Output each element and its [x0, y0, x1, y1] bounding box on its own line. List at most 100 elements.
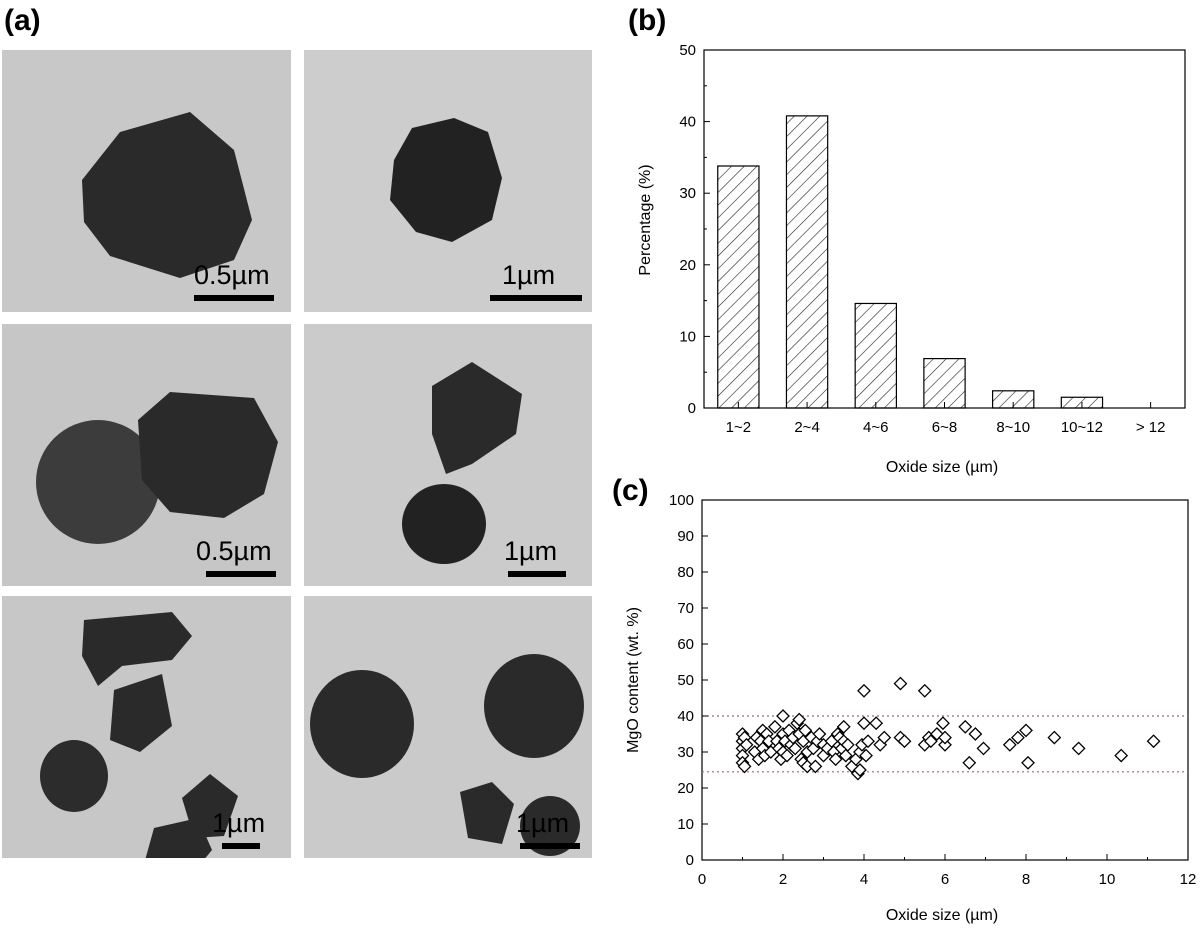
data-point: [958, 719, 973, 734]
x-tick-label: 2~4: [794, 419, 819, 436]
data-point: [938, 737, 952, 752]
micrograph-image: 1µm: [2, 596, 291, 858]
y-tick-label: 0: [688, 400, 696, 417]
x-tick-label: 4: [860, 871, 868, 888]
data-point: [1010, 730, 1025, 745]
data-point: [1019, 723, 1033, 738]
data-point: [869, 716, 884, 731]
y-axis-title: Percentage (%): [637, 164, 654, 275]
y-tick-label: 100: [669, 492, 694, 509]
data-point: [776, 709, 790, 723]
data-point: [968, 727, 983, 741]
micrograph-tile: 0.5µm: [2, 50, 291, 312]
y-tick-label: 0: [686, 852, 694, 869]
micrograph-image: 1µm: [304, 324, 592, 586]
y-tick-label: 50: [677, 672, 694, 689]
data-point: [853, 763, 867, 777]
data-point: [917, 683, 932, 698]
x-tick-label: 1~2: [726, 419, 751, 436]
micrograph-image: 1µm: [304, 596, 592, 858]
panel-c-label: (c): [612, 474, 649, 507]
data-point: [857, 683, 871, 698]
y-tick-label: 40: [679, 114, 696, 131]
x-tick-label: 12: [1180, 871, 1197, 888]
y-tick-label: 40: [677, 708, 694, 725]
micrograph-tile: 1µm: [2, 596, 291, 858]
data-point: [788, 741, 803, 756]
bar: [923, 357, 966, 409]
y-tick-label: 30: [677, 744, 694, 761]
x-axis-title: Oxide size (µm): [886, 907, 998, 924]
data-point: [893, 676, 908, 691]
data-point: [962, 755, 977, 770]
data-point: [861, 734, 875, 749]
x-tick-label: 6~8: [932, 419, 957, 436]
y-tick-label: 50: [679, 42, 696, 59]
x-tick-label: 4~6: [863, 419, 888, 436]
data-point: [1071, 741, 1086, 756]
scale-bar-label: 0.5µm: [194, 260, 270, 290]
data-point: [767, 719, 782, 734]
y-tick-label: 70: [677, 600, 694, 617]
y-axis-title: MgO content (wt. %): [625, 607, 642, 753]
y-tick-label: 30: [679, 185, 696, 202]
y-tick-label: 20: [677, 780, 694, 797]
data-point: [828, 752, 843, 767]
data-point: [923, 734, 938, 749]
data-point: [936, 716, 950, 731]
x-tick-label: 0: [698, 871, 706, 888]
bar: [854, 302, 898, 409]
plot-frame: [701, 499, 1189, 861]
panel-a-label: (a): [4, 4, 41, 37]
x-tick-label: 6: [941, 871, 949, 888]
bar: [717, 165, 760, 409]
x-tick-label: 10: [1099, 871, 1116, 888]
data-point: [1002, 737, 1017, 752]
y-tick-label: 10: [677, 816, 694, 833]
y-tick-label: 60: [677, 636, 694, 653]
data-point: [780, 748, 794, 763]
data-point: [1047, 730, 1062, 745]
data-point: [897, 734, 912, 749]
micrograph-image: 0.5µm: [2, 324, 291, 586]
micrograph-tile: 1µm: [304, 596, 592, 858]
micrograph-image: 0.5µm: [2, 50, 291, 312]
x-tick-label: 10~12: [1061, 419, 1103, 436]
data-point: [838, 748, 853, 763]
micrograph-tile: 1µm: [304, 324, 592, 586]
data-point: [1021, 755, 1035, 770]
micrograph-image: 1µm: [304, 50, 592, 312]
y-tick-label: 20: [679, 257, 696, 274]
scale-bar-label: 1µm: [212, 808, 265, 838]
x-tick-label: 8~10: [996, 419, 1030, 436]
data-point: [737, 759, 752, 774]
x-tick-label: > 12: [1136, 419, 1166, 436]
panel-b-label: (b): [628, 4, 667, 37]
micrograph-tile: 1µm: [304, 50, 592, 312]
scale-bar-label: 1µm: [502, 260, 555, 290]
scale-bar-label: 1µm: [516, 808, 569, 838]
micrograph-tile: 0.5µm: [2, 324, 291, 586]
y-tick-label: 10: [679, 328, 696, 345]
data-point: [836, 719, 851, 734]
data-point: [792, 712, 807, 727]
data-point: [857, 716, 871, 731]
scale-bar-label: 1µm: [504, 536, 557, 566]
bar: [785, 115, 829, 409]
data-point: [877, 730, 892, 745]
data-point: [1146, 734, 1161, 749]
data-point: [739, 737, 754, 752]
data-point: [808, 759, 823, 774]
data-point: [840, 737, 855, 752]
x-tick-label: 2: [779, 871, 787, 888]
scatter-chart: 0 10 20 30 40 50 60 70 80 90 100 0 2 4 6 8 10 12 Oxide si…: [625, 492, 1197, 924]
bar-chart: 0 10 20 30 40 50 1~2 2~4 4~6 6~8 8~10 10~12 > 12 Oxi…: [637, 42, 1186, 476]
plot-frame: [703, 49, 1186, 409]
data-point: [976, 741, 991, 756]
data-point: [798, 723, 813, 738]
data-point: [938, 730, 952, 745]
x-tick-label: 8: [1022, 871, 1030, 888]
x-axis-title: Oxide size (µm): [886, 459, 998, 476]
micrograph-grid: 0.5µm 1µm 0.5µm 1µm: [2, 50, 592, 858]
y-tick-label: 90: [677, 528, 694, 545]
